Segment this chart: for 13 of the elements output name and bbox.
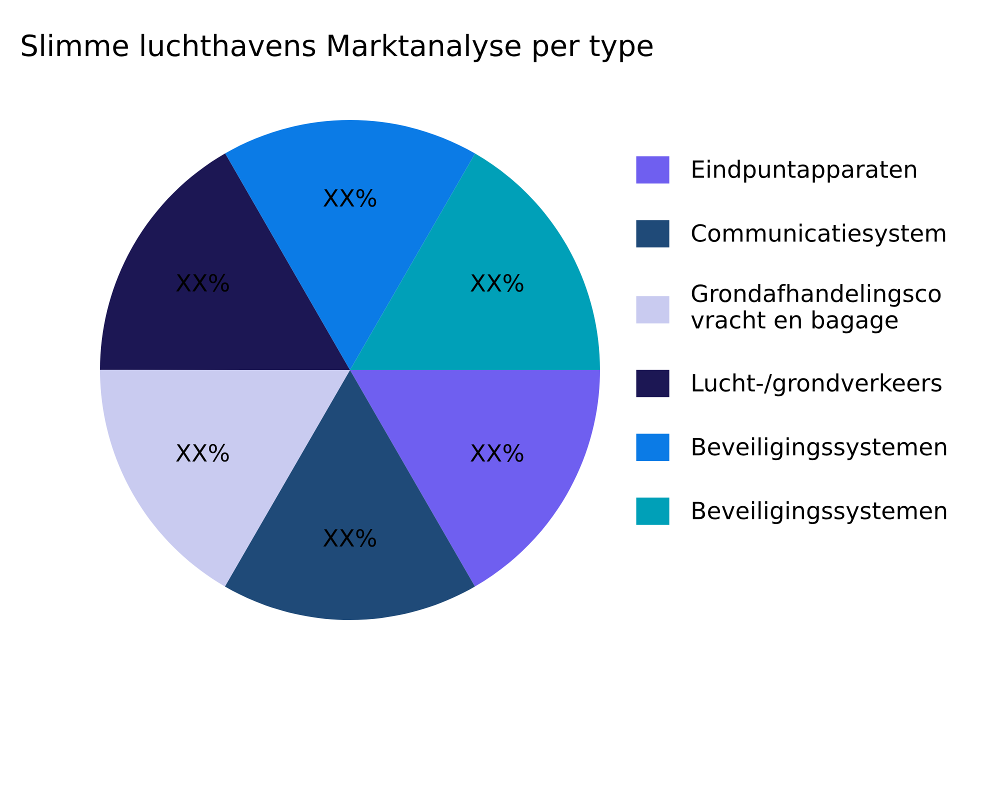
data-label: XX% xyxy=(323,528,376,547)
legend-label: Beveiligingssystemen xyxy=(692,437,946,460)
data-label: XX% xyxy=(323,188,376,207)
data-label: XX% xyxy=(470,444,524,462)
data-label: XX% xyxy=(470,274,524,292)
legend-label: Lucht-/grondverkeers xyxy=(692,373,942,396)
chart-title: Slimme luchthavens Marktanalyse per type xyxy=(22,34,653,62)
legend-label: Beveiligingssystemen xyxy=(692,501,946,524)
legend-label: Eindpuntapparaten xyxy=(692,160,916,183)
legend-label: Communicatiesystem xyxy=(692,224,946,247)
legend-label: Grondafhandelingsco vracht en bagage xyxy=(691,284,941,334)
data-label: XX% xyxy=(176,274,229,292)
data-label: XX% xyxy=(176,444,229,462)
